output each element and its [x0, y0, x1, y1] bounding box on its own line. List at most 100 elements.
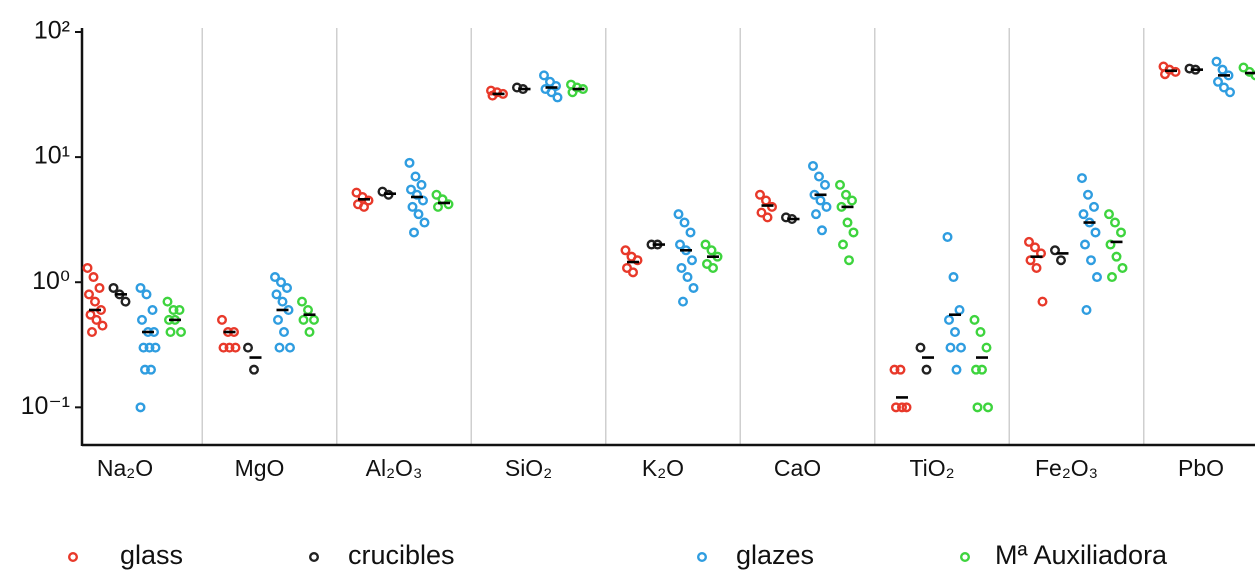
point	[969, 314, 980, 325]
point	[688, 282, 699, 293]
point	[756, 207, 767, 218]
point	[981, 342, 992, 353]
point	[1218, 82, 1229, 93]
legend-marker	[697, 552, 708, 563]
point	[1079, 239, 1090, 250]
point	[277, 296, 288, 307]
point	[1085, 255, 1096, 266]
point	[218, 342, 229, 353]
legend-label: Mª Auxiliadora	[995, 540, 1168, 570]
point	[282, 282, 293, 293]
point	[975, 327, 986, 338]
point	[676, 262, 687, 273]
point	[406, 184, 417, 195]
point	[271, 289, 282, 300]
point	[762, 212, 773, 223]
point	[954, 304, 965, 315]
x-tick-label: PbO	[1178, 455, 1224, 481]
point	[817, 225, 828, 236]
point	[242, 342, 253, 353]
point	[755, 189, 766, 200]
point	[487, 90, 498, 101]
point	[848, 227, 859, 238]
point	[1076, 173, 1087, 184]
point	[248, 364, 259, 375]
point	[97, 320, 108, 331]
point	[675, 239, 686, 250]
point	[108, 282, 119, 293]
point	[551, 81, 562, 92]
point	[216, 314, 227, 325]
point	[174, 304, 185, 315]
point	[1029, 242, 1040, 253]
point	[276, 277, 287, 288]
point	[761, 195, 772, 206]
point	[1090, 227, 1101, 238]
point	[679, 217, 690, 228]
point	[811, 209, 822, 220]
point	[552, 92, 563, 103]
point	[359, 201, 370, 212]
point	[135, 282, 146, 293]
point	[138, 342, 149, 353]
legend-label: crucibles	[348, 540, 455, 570]
point	[897, 402, 908, 413]
legend-marker	[67, 552, 78, 563]
point	[1049, 245, 1060, 256]
point	[948, 272, 959, 283]
point	[303, 304, 314, 315]
point	[88, 272, 99, 283]
point	[971, 364, 982, 375]
point	[889, 364, 900, 375]
point	[983, 402, 994, 413]
point	[1106, 272, 1117, 283]
y-tick-label: 10¹	[34, 142, 70, 170]
point	[628, 267, 639, 278]
point	[230, 342, 241, 353]
y-tick-label: 10²	[34, 17, 70, 45]
point	[139, 364, 150, 375]
point	[1078, 209, 1089, 220]
point	[844, 255, 855, 266]
point	[165, 327, 176, 338]
point	[412, 189, 423, 200]
point	[1212, 76, 1223, 87]
point	[951, 364, 962, 375]
y-tick-label: 10⁰	[32, 267, 70, 295]
point	[539, 70, 550, 81]
point	[808, 160, 819, 171]
x-tick-label: Na₂O	[97, 455, 153, 481]
legend-marker	[960, 552, 971, 563]
point	[409, 227, 420, 238]
point	[847, 195, 858, 206]
point	[708, 262, 719, 273]
point	[1211, 56, 1222, 67]
point	[410, 171, 421, 182]
point	[404, 157, 415, 168]
point	[901, 402, 912, 413]
x-tick-label: TiO₂	[909, 455, 954, 481]
point	[150, 342, 161, 353]
point	[145, 364, 156, 375]
point	[285, 342, 296, 353]
point	[83, 289, 94, 300]
point	[632, 255, 643, 266]
point	[89, 296, 100, 307]
point	[842, 217, 853, 228]
point	[1217, 64, 1228, 75]
point	[956, 342, 967, 353]
point	[175, 327, 186, 338]
point	[685, 227, 696, 238]
point	[431, 189, 442, 200]
point	[162, 296, 173, 307]
point	[486, 85, 497, 96]
point	[168, 304, 179, 315]
x-tick-label: K₂O	[642, 455, 684, 481]
point	[512, 82, 523, 93]
point	[279, 327, 290, 338]
point	[1023, 236, 1034, 247]
point	[687, 255, 698, 266]
point	[838, 239, 849, 250]
point	[273, 314, 284, 325]
point	[1109, 217, 1120, 228]
